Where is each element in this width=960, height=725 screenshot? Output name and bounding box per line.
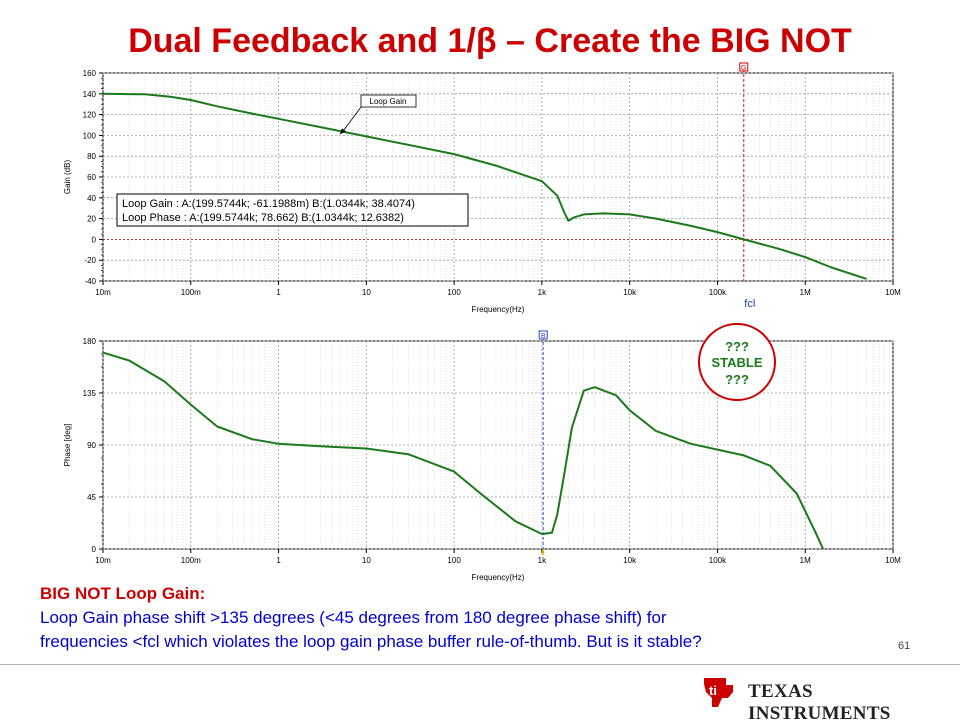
readout-phase: Loop Phase : A:(199.5744k; 78.662) B:(1.… [122,212,404,224]
x-tick-label: 10k [623,288,637,297]
plot-1 [99,62,894,285]
x-tick-label: 10 [362,556,371,565]
y-tick-label: 180 [83,337,97,346]
x-tick-label: 1 [276,556,281,565]
x-tick-label: 1k [538,288,547,297]
slide-title: Dual Feedback and 1/β – Create the BIG N… [128,22,852,60]
cursor-a-letter: G [741,65,746,72]
x-tick-label: 100k [709,288,727,297]
y-tick-label: 160 [83,69,97,78]
x-tick-label: 100m [181,556,201,565]
ti-logo-icon: ti [704,678,733,707]
y-tick-label: 40 [87,194,96,203]
x-tick-label: 10m [95,556,111,565]
plot-2 [99,323,894,555]
x-tick-label: 1 [276,288,281,297]
badge-line-1: ??? [725,339,749,354]
x-axis-label: Frequency(Hz) [472,573,525,582]
y-tick-label: 80 [87,152,96,161]
loop-gain-callout: Loop Gain [370,97,407,106]
badge-line-3: ??? [725,372,749,387]
x-tick-label: 10k [623,556,637,565]
y-tick-label: 20 [87,215,96,224]
x-tick-label: 100k [709,556,727,565]
note-line-1: Loop Gain phase shift >135 degrees (<45 … [40,608,667,627]
y-tick-label: 100 [83,131,97,140]
cursor-b-letter: B [541,333,546,340]
y-tick-label: 140 [83,90,97,99]
y-tick-label: 135 [83,389,97,398]
series-loop-gain [102,92,867,280]
y-axis-label: Gain (dB) [63,160,72,195]
cursor-b-marker [538,330,548,340]
y-tick-label: 0 [92,545,97,554]
y-tick-label: -20 [84,256,96,265]
x-tick-label: 10M [885,288,901,297]
loop-gain-callout-box [360,94,417,108]
x-tick-label: 1M [800,288,811,297]
cursor-readout-box [116,193,469,227]
x-tick-label: 1k [538,556,547,565]
y-tick-label: 60 [87,173,96,182]
note-line-2: frequencies <fcl which violates the loop… [40,632,702,651]
y-tick-label: 90 [87,441,96,450]
svg-text:ti: ti [709,683,717,698]
badge-line-2: STABLE [711,355,762,370]
note-heading: BIG NOT Loop Gain: [40,584,206,603]
x-tick-label: 100m [181,288,201,297]
ti-brand-name: TEXAS INSTRUMENTS [748,681,891,724]
plot-frame [102,72,894,282]
x-tick-label: 100 [447,556,461,565]
y-tick-label: -40 [84,277,96,286]
series-loop-phase [102,351,825,550]
footer-bar: ti TEXAS INSTRUMENTS [0,664,960,724]
x-tick-label: 10M [885,556,901,565]
readout-gain: Loop Gain : A:(199.5744k; -61.1988m) B:(… [122,198,415,210]
callout-arrowhead [339,128,346,135]
stable-badge [698,323,776,401]
page-number: 61 [898,640,911,652]
explanation-text: BIG NOT Loop Gain: Loop Gain phase shift… [40,582,900,654]
x-tick-label: 100 [447,288,461,297]
x-tick-label: 10m [95,288,111,297]
y-tick-label: 0 [92,235,97,244]
x-tick-label: 1M [800,556,811,565]
callout-leader [342,106,362,132]
x-axis-label: Frequency(Hz) [472,305,525,314]
x-tick-label: 10 [362,288,371,297]
y-tick-label: 120 [83,111,97,120]
y-axis-label: Phase [deg] [63,424,72,467]
cursor-a-marker [739,62,749,72]
y-tick-label: 45 [87,493,96,502]
fcl-label: fcl [744,298,755,310]
